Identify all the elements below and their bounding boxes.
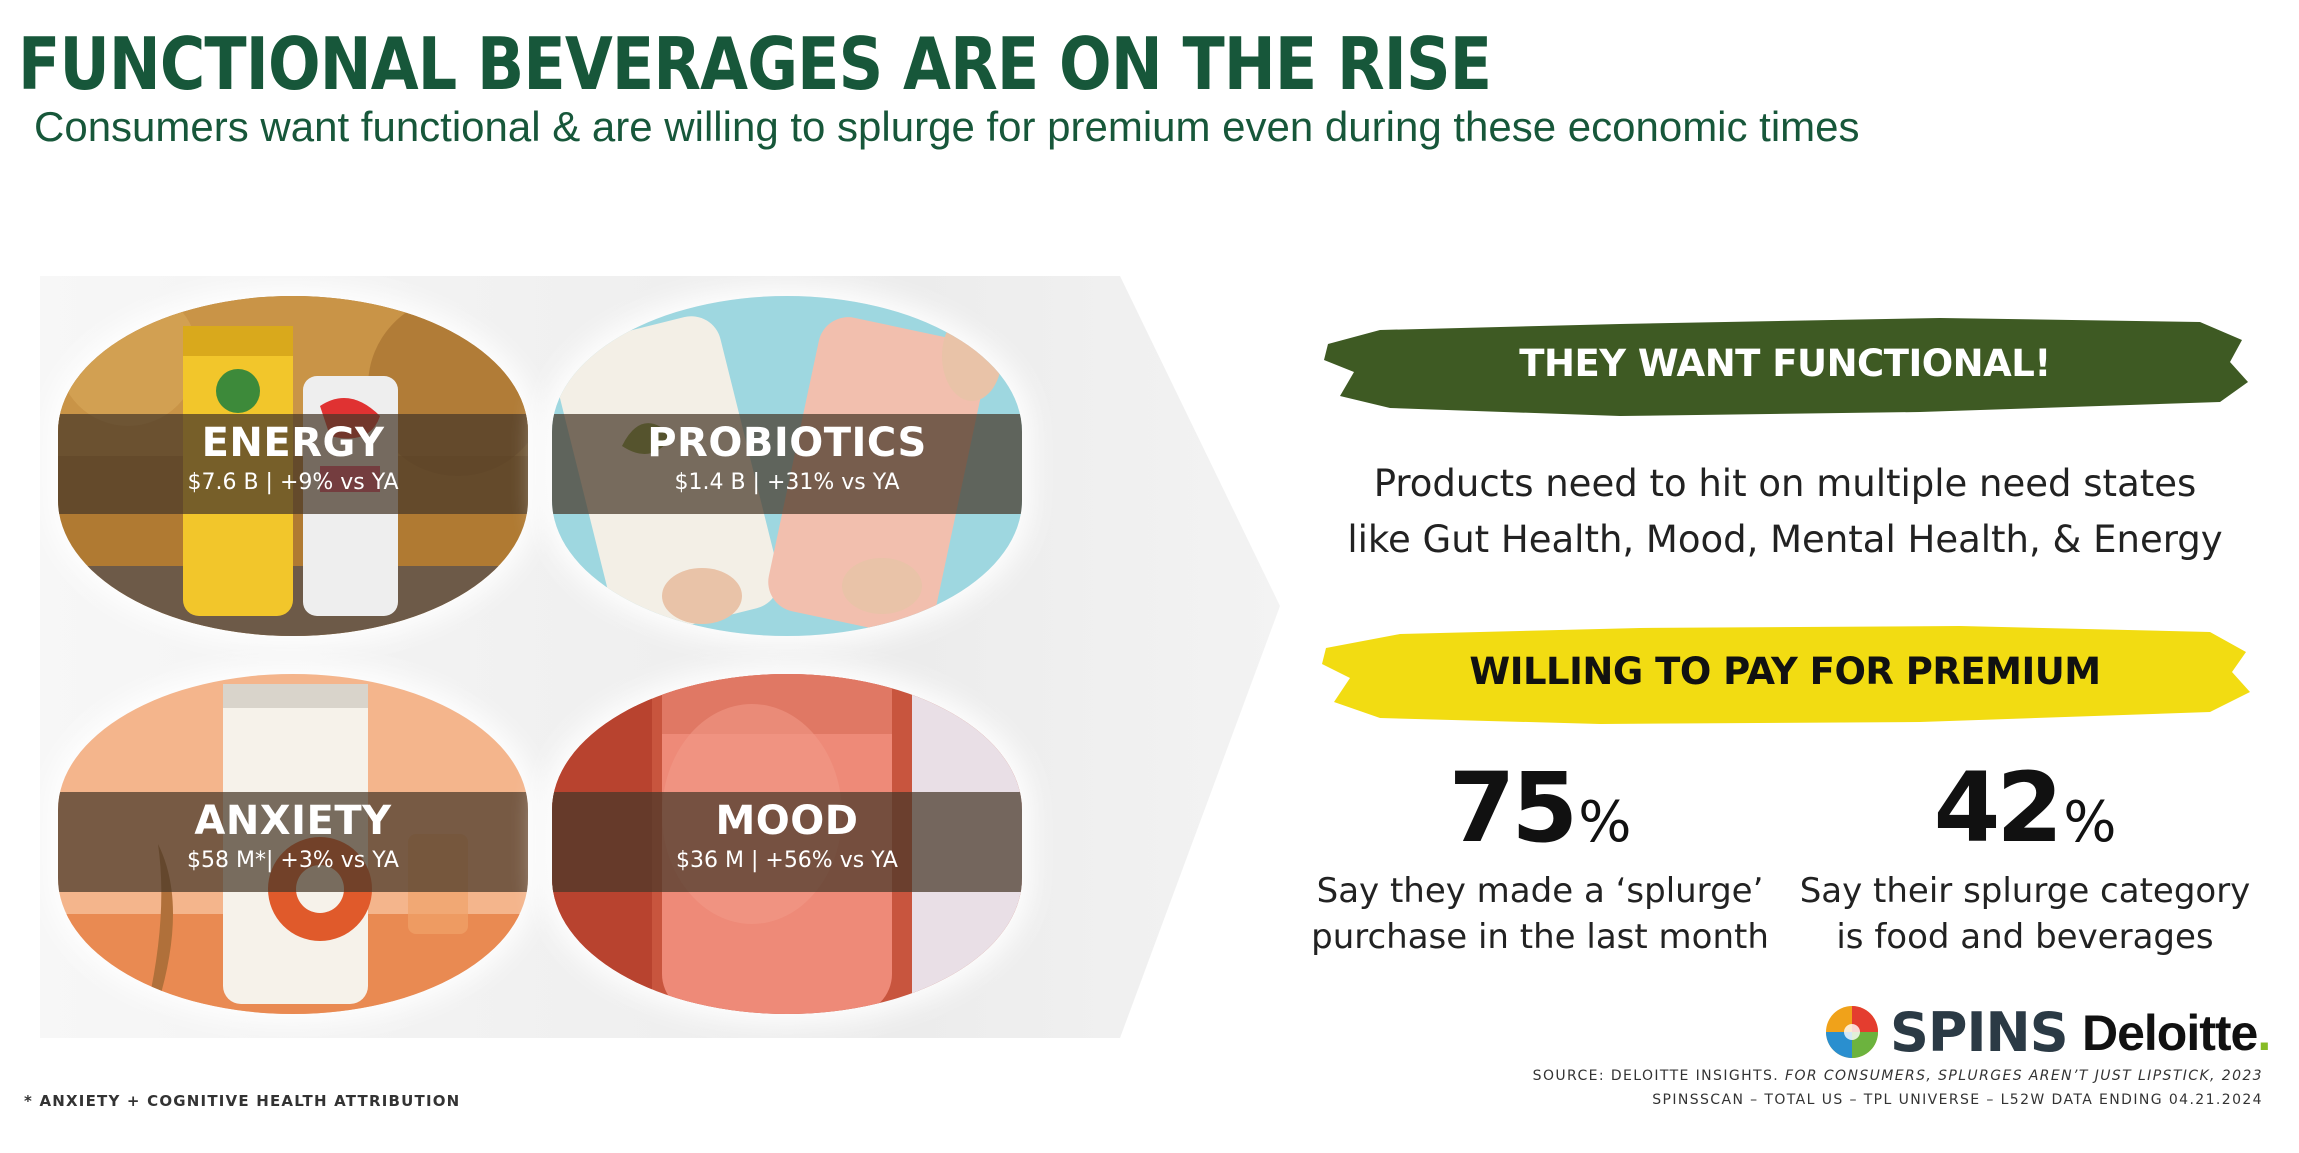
category-tile-anxiety: ANXIETY $58 M*| +3% vs YA bbox=[58, 674, 528, 1014]
food-beverage-stat: 42% Say their splurge category is food a… bbox=[1790, 752, 2260, 960]
source-publication: FOR CONSUMERS, SPLURGES AREN’T JUST LIPS… bbox=[1785, 1068, 2263, 1084]
functional-banner: THEY WANT FUNCTIONAL! bbox=[1320, 310, 2250, 422]
category-band: PROBIOTICS $1.4 B | +31% vs YA bbox=[552, 414, 1022, 514]
stat-caption-line: Say they made a ‘splurge’ bbox=[1316, 871, 1764, 911]
stat-caption-line: Say their splurge category bbox=[1799, 871, 2251, 911]
yellow-brush-stroke bbox=[1322, 626, 2250, 724]
category-tile-probiotics: PROBIOTICS $1.4 B | +31% vs YA bbox=[552, 296, 1022, 636]
stat-caption-line: purchase in the last month bbox=[1311, 917, 1769, 957]
category-band: ENERGY $7.6 B | +9% vs YA bbox=[58, 414, 528, 514]
functional-banner-label: THEY WANT FUNCTIONAL! bbox=[1519, 342, 2051, 385]
category-name: ANXIETY bbox=[194, 798, 392, 844]
source-line: SOURCE: DELOITTE INSIGHTS. FOR CONSUMERS… bbox=[1533, 1064, 2263, 1088]
source-prefix: SOURCE: DELOITTE INSIGHTS. bbox=[1532, 1068, 1780, 1084]
stat-value: 75 bbox=[1448, 752, 1579, 864]
category-stat: $1.4 B | +31% vs YA bbox=[674, 470, 900, 495]
splurge-stat: 75% Say they made a ‘splurge’ purchase i… bbox=[1305, 752, 1775, 960]
stat-unit: % bbox=[2063, 790, 2117, 855]
category-name: MOOD bbox=[715, 798, 859, 844]
category-stat: $36 M | +56% vs YA bbox=[676, 848, 898, 873]
category-name: ENERGY bbox=[201, 420, 385, 466]
spins-logo: SPINS bbox=[1822, 1000, 2069, 1064]
need-states-text: Products need to hit on multiple need st… bbox=[1320, 456, 2250, 568]
stat-caption: Say they made a ‘splurge’ purchase in th… bbox=[1305, 868, 1775, 960]
deloitte-logo-dot: . bbox=[2257, 1005, 2271, 1061]
deloitte-logo: Deloitte. bbox=[2082, 1004, 2271, 1062]
category-band: ANXIETY $58 M*| +3% vs YA bbox=[58, 792, 528, 892]
source-line: SPINSSCAN – TOTAL US – TPL UNIVERSE – L5… bbox=[1652, 1092, 2263, 1108]
category-tile-mood: MOOD $36 M | +56% vs YA bbox=[552, 674, 1022, 1014]
need-states-line: Products need to hit on multiple need st… bbox=[1373, 462, 2197, 505]
stat-caption-line: is food and beverages bbox=[1836, 917, 2214, 957]
spins-globe-icon bbox=[1826, 1006, 1878, 1058]
footnote: * ANXIETY + COGNITIVE HEALTH ATTRIBUTION bbox=[24, 1092, 461, 1110]
stat-value: 42 bbox=[1933, 752, 2064, 864]
category-stat: $58 M*| +3% vs YA bbox=[187, 848, 399, 873]
category-stat: $7.6 B | +9% vs YA bbox=[187, 470, 399, 495]
stat-caption: Say their splurge category is food and b… bbox=[1790, 868, 2260, 960]
category-panel: ENERGY $7.6 B | +9% vs YA PROBIOTICS $1.… bbox=[40, 276, 1280, 1038]
premium-banner: WILLING TO PAY FOR PREMIUM bbox=[1320, 618, 2250, 730]
category-band: MOOD $36 M | +56% vs YA bbox=[552, 792, 1022, 892]
premium-banner-label: WILLING TO PAY FOR PREMIUM bbox=[1469, 650, 2101, 693]
need-states-line: like Gut Health, Mood, Mental Health, & … bbox=[1347, 518, 2223, 561]
category-tile-energy: ENERGY $7.6 B | +9% vs YA bbox=[58, 296, 528, 636]
page-title: FUNCTIONAL BEVERAGES ARE ON THE RISE bbox=[18, 22, 1492, 106]
spins-logo-text: SPINS bbox=[1890, 1000, 2069, 1064]
probiotic-drinks-illustration bbox=[552, 296, 1022, 636]
source-citation: SOURCE: DELOITTE INSIGHTS. FOR CONSUMERS… bbox=[1533, 1064, 2263, 1112]
page-subtitle: Consumers want functional & are willing … bbox=[34, 103, 1860, 150]
green-brush-stroke bbox=[1324, 318, 2248, 416]
deloitte-logo-text: Deloitte bbox=[2082, 1005, 2258, 1061]
category-name: PROBIOTICS bbox=[647, 420, 927, 466]
stat-unit: % bbox=[1578, 790, 1632, 855]
